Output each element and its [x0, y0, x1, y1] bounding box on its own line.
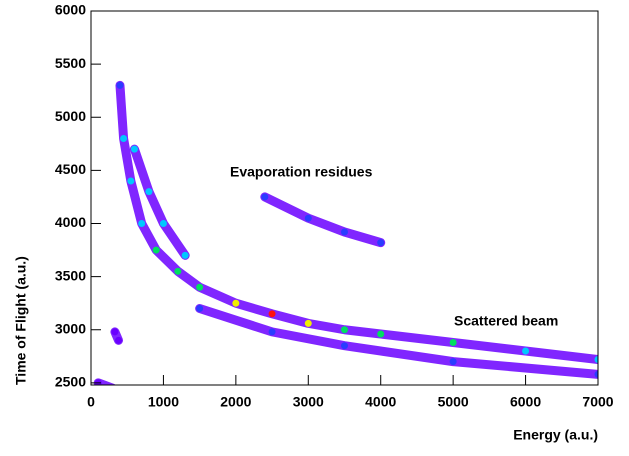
density-cell — [94, 379, 102, 385]
density-cell — [522, 347, 530, 355]
x-tick-label: 5000 — [438, 394, 469, 410]
y-tick-label: 4000 — [55, 214, 86, 230]
density-cell — [377, 330, 385, 338]
density-cell — [145, 188, 153, 196]
density-cell — [261, 193, 269, 201]
x-tick-label: 7000 — [582, 394, 613, 410]
density-cell — [594, 356, 598, 363]
density-cell — [115, 336, 123, 344]
density-cell — [341, 342, 348, 350]
annotation: Scattered beam — [454, 313, 558, 329]
x-tick-label: 3000 — [293, 394, 324, 410]
x-tick-label: 4000 — [365, 394, 396, 410]
density-band — [260, 192, 386, 248]
x-tick-label: 1000 — [148, 394, 179, 410]
density-cell — [341, 326, 348, 334]
density-cell — [268, 310, 276, 318]
y-tick-label: 4500 — [55, 161, 86, 177]
density-cell — [196, 283, 204, 291]
density-cell — [111, 384, 115, 385]
density-cell — [116, 81, 124, 89]
density-cell — [594, 370, 598, 378]
density-cell — [449, 339, 457, 346]
density-cell — [138, 220, 146, 227]
x-tick-label: 2000 — [220, 394, 251, 410]
x-axis-title: Energy (a.u.) — [513, 427, 598, 443]
annotation: Evaporation residues — [230, 164, 373, 180]
density-cell — [127, 177, 135, 185]
density-cell — [159, 220, 167, 227]
density-cell — [449, 358, 457, 366]
y-tick-label: 3500 — [55, 267, 86, 283]
density-cell — [111, 328, 119, 336]
density-cell — [152, 246, 160, 254]
y-tick-label: 5000 — [55, 108, 86, 124]
density-cell — [120, 135, 128, 142]
y-tick-label: 3000 — [55, 320, 86, 336]
density-cell — [304, 214, 312, 222]
y-tick-label: 2500 — [55, 374, 86, 390]
x-tick-label: 0 — [87, 394, 95, 410]
density-cell — [304, 319, 312, 327]
density-cell — [377, 239, 385, 247]
y-tick-label: 6000 — [55, 2, 86, 18]
frame — [90, 10, 599, 386]
density-cell — [181, 251, 189, 259]
density-cell — [268, 328, 276, 336]
density-cell — [196, 305, 204, 312]
y-axis-title: Time of Flight (a.u.) — [13, 256, 29, 385]
x-tick-label: 6000 — [510, 394, 541, 410]
density-band — [129, 144, 190, 260]
density-cell — [341, 228, 348, 236]
density-cell — [174, 267, 182, 275]
plot-area — [93, 80, 598, 385]
density-cell — [130, 145, 138, 153]
y-tick-label: 5500 — [55, 55, 86, 71]
density-cell — [232, 299, 240, 307]
